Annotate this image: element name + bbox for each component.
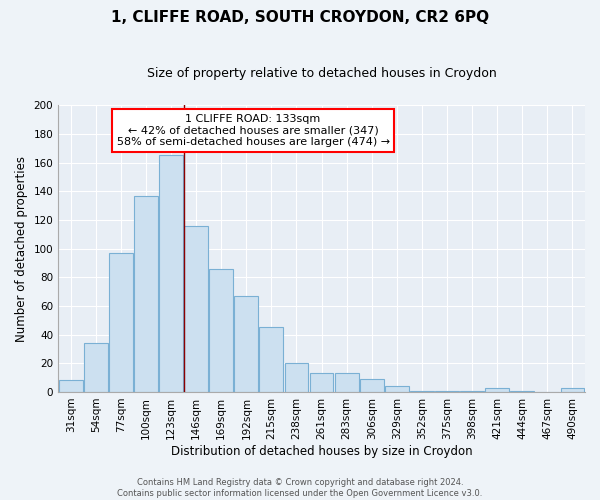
Bar bbox=[485, 388, 509, 392]
Text: 1, CLIFFE ROAD, SOUTH CROYDON, CR2 6PQ: 1, CLIFFE ROAD, SOUTH CROYDON, CR2 6PQ bbox=[111, 10, 489, 25]
Bar bbox=[284, 364, 308, 392]
Text: Contains HM Land Registry data © Crown copyright and database right 2024.
Contai: Contains HM Land Registry data © Crown c… bbox=[118, 478, 482, 498]
Bar bbox=[235, 296, 258, 392]
Bar bbox=[385, 386, 409, 392]
Bar bbox=[310, 374, 334, 392]
X-axis label: Distribution of detached houses by size in Croydon: Distribution of detached houses by size … bbox=[171, 444, 472, 458]
Text: 1 CLIFFE ROAD: 133sqm
← 42% of detached houses are smaller (347)
58% of semi-det: 1 CLIFFE ROAD: 133sqm ← 42% of detached … bbox=[116, 114, 389, 147]
Bar bbox=[560, 388, 584, 392]
Bar bbox=[410, 390, 434, 392]
Bar bbox=[109, 253, 133, 392]
Bar bbox=[460, 390, 484, 392]
Bar bbox=[59, 380, 83, 392]
Y-axis label: Number of detached properties: Number of detached properties bbox=[15, 156, 28, 342]
Bar bbox=[360, 379, 383, 392]
Bar bbox=[134, 196, 158, 392]
Bar bbox=[259, 328, 283, 392]
Bar bbox=[335, 374, 359, 392]
Bar bbox=[435, 390, 459, 392]
Bar bbox=[84, 343, 108, 392]
Bar bbox=[159, 156, 183, 392]
Title: Size of property relative to detached houses in Croydon: Size of property relative to detached ho… bbox=[147, 68, 496, 80]
Bar bbox=[511, 390, 534, 392]
Bar bbox=[184, 226, 208, 392]
Bar bbox=[209, 268, 233, 392]
